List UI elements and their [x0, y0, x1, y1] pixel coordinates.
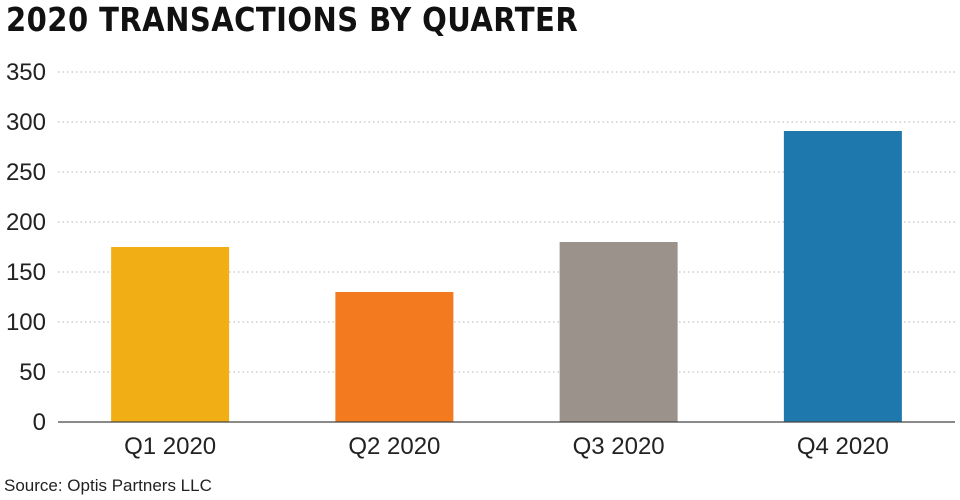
y-tick-label: 200	[6, 209, 46, 236]
bar-q3-2020	[559, 242, 678, 422]
y-tick-label: 300	[6, 109, 46, 136]
x-category-label: Q1 2020	[124, 433, 216, 460]
x-category-label: Q2 2020	[348, 433, 440, 460]
bar-q1-2020	[111, 247, 230, 422]
chart-title: 2020 TRANSACTIONS BY QUARTER	[6, 0, 579, 39]
x-axis-labels: Q1 2020 Q2 2020 Q3 2020 Q4 2020	[124, 433, 889, 460]
bars	[111, 131, 902, 422]
y-tick-label: 50	[19, 359, 46, 386]
bar-q2-2020	[335, 292, 454, 422]
source-note: Source: Optis Partners LLC	[4, 476, 212, 495]
y-tick-label: 150	[6, 259, 46, 286]
bar-q4-2020	[783, 131, 902, 422]
y-tick-label: 350	[6, 59, 46, 86]
y-axis-ticks: 0 50 100 150 200 250 300 350	[6, 59, 46, 436]
bar-chart: 0 50 100 150 200 250 300 350 Q1 2020 Q2 2020 Q3 2…	[6, 59, 955, 460]
x-category-label: Q3 2020	[573, 433, 665, 460]
x-category-label: Q4 2020	[797, 433, 889, 460]
y-tick-label: 0	[33, 409, 46, 436]
y-tick-label: 100	[6, 309, 46, 336]
y-tick-label: 250	[6, 159, 46, 186]
